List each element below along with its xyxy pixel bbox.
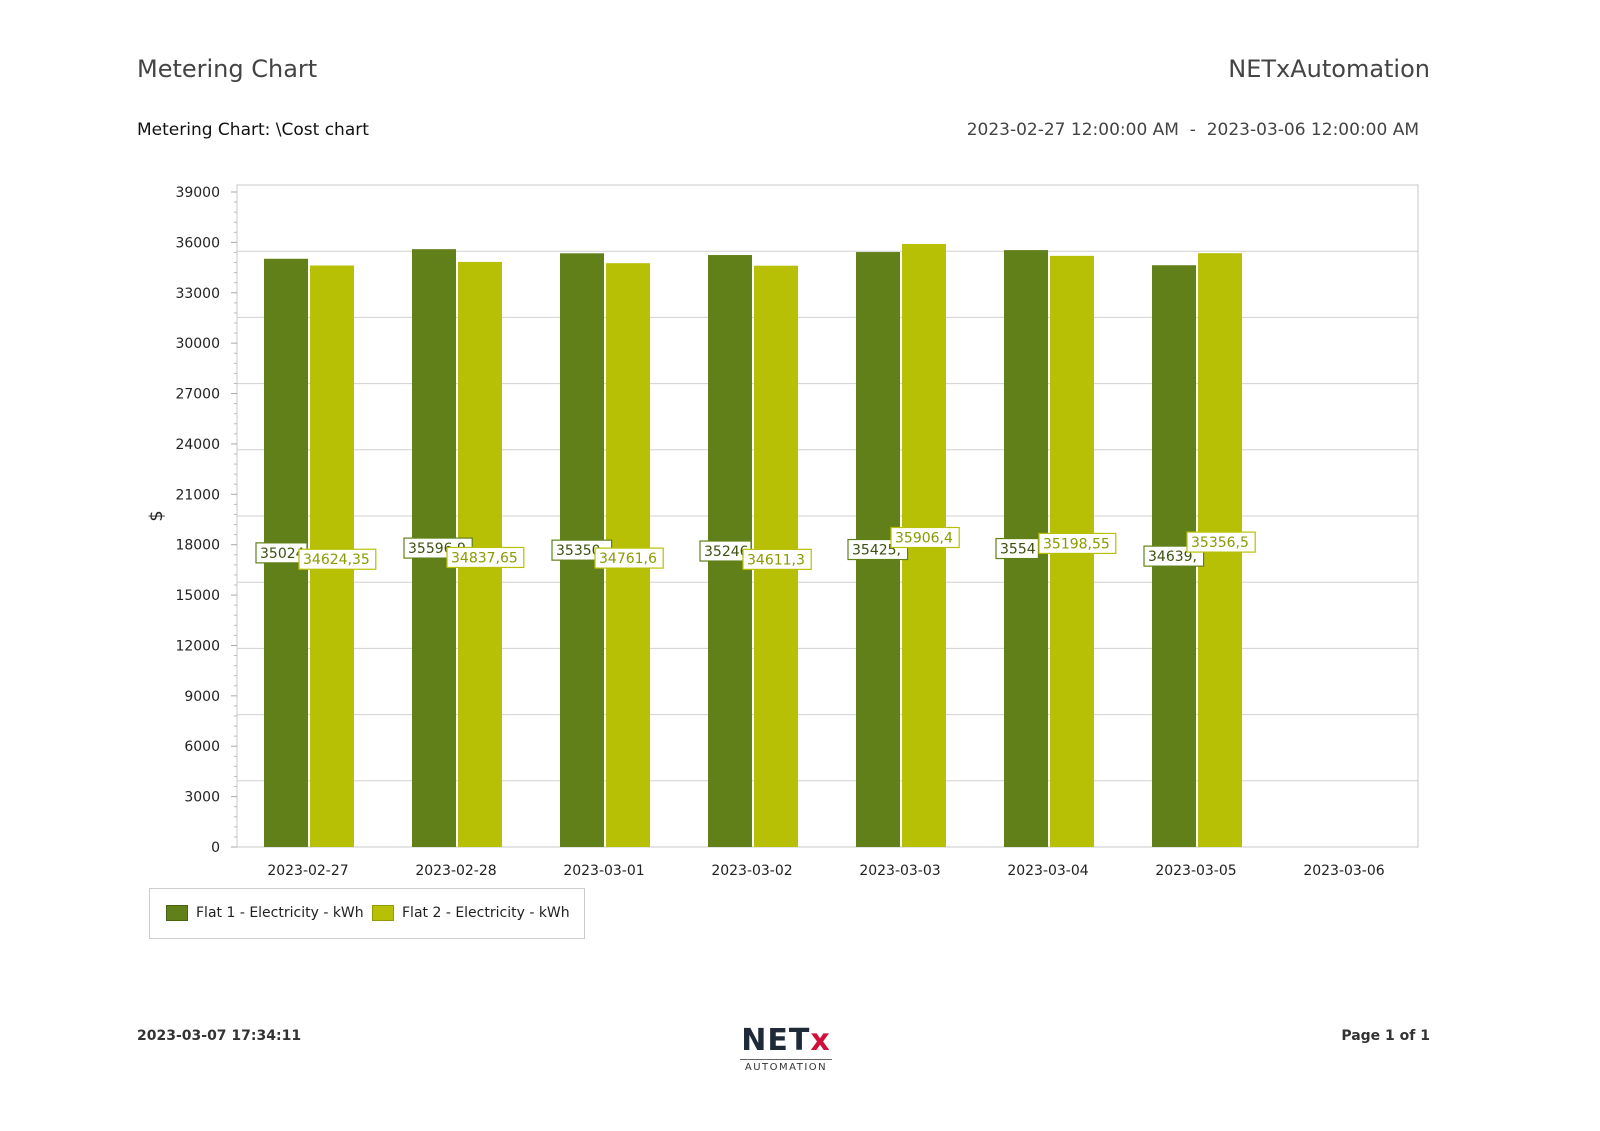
data-label: 35425, <box>852 543 901 559</box>
date-range: 2023-02-27 12:00:00 AM - 2023-03-06 12:0… <box>967 120 1419 140</box>
data-label-box <box>446 546 525 569</box>
y-tick-label: 3000 <box>184 790 220 806</box>
data-label-box <box>1038 532 1117 555</box>
data-label-box <box>890 526 960 549</box>
y-tick-label: 30000 <box>175 336 220 352</box>
y-axis-label: $ <box>146 510 167 521</box>
data-label: 3554 <box>1000 542 1036 558</box>
y-tick-label: 6000 <box>184 739 220 755</box>
range-end: 2023-03-06 12:00:00 AM <box>1206 120 1419 140</box>
y-tick-label: 9000 <box>184 689 220 705</box>
range-start: 2023-02-27 12:00:00 AM <box>966 120 1179 140</box>
data-label: 35024 <box>260 546 305 562</box>
y-tick-label: 0 <box>211 840 220 856</box>
y-tick-label: 27000 <box>175 387 220 403</box>
y-tick-label: 18000 <box>175 538 220 554</box>
range-separator: - <box>1189 120 1196 140</box>
data-label-box <box>1186 531 1256 553</box>
x-tick-label: 2023-02-28 <box>415 863 496 879</box>
data-label: 34611,3 <box>747 552 805 568</box>
data-label-box <box>298 548 377 570</box>
legend-label: Flat 1 - Electricity - kWh <box>196 905 364 921</box>
chart-legend: Flat 1 - Electricity - kWh Flat 2 - Elec… <box>149 888 585 939</box>
y-tick-label: 12000 <box>175 638 220 654</box>
y-tick-label: 39000 <box>175 185 220 201</box>
y-tick-label: 33000 <box>175 286 220 302</box>
x-tick-label: 2023-02-27 <box>267 863 348 879</box>
data-label: 35906,4 <box>895 530 953 546</box>
netx-logo: NETx AUTOMATION <box>740 1023 832 1073</box>
report-title: Metering Chart <box>137 55 318 83</box>
brand-name: NETxAutomation <box>1228 55 1430 83</box>
y-tick-label: 15000 <box>175 588 220 604</box>
x-tick-label: 2023-03-03 <box>859 863 940 879</box>
x-tick-label: 2023-03-04 <box>1007 863 1088 879</box>
page-number: Page 1 of 1 <box>1341 1028 1430 1044</box>
y-tick-label: 21000 <box>175 487 220 503</box>
x-tick-label: 2023-03-01 <box>563 863 644 879</box>
data-label: 35350, <box>556 543 605 559</box>
print-timestamp: 2023-03-07 17:34:11 <box>137 1028 302 1044</box>
data-label: 34837,65 <box>451 550 518 566</box>
legend-item-flat1: Flat 1 - Electricity - kWh <box>166 905 364 921</box>
x-tick-label: 2023-03-02 <box>711 863 792 879</box>
x-tick-label: 2023-03-06 <box>1303 863 1384 879</box>
legend-swatch <box>166 905 188 921</box>
legend-item-flat2: Flat 2 - Electricity - kWh <box>372 905 570 921</box>
data-label: 35356,5 <box>1191 535 1249 551</box>
y-tick-label: 24000 <box>175 437 220 453</box>
chart-subtitle: Metering Chart: \Cost chart <box>137 120 369 140</box>
y-tick-label: 36000 <box>175 235 220 251</box>
legend-label: Flat 2 - Electricity - kWh <box>402 905 570 921</box>
data-label: 34761,6 <box>599 551 657 567</box>
data-label: 34624,35 <box>303 552 370 568</box>
plot-area <box>236 184 1419 848</box>
data-label: 35246 <box>704 544 749 560</box>
legend-swatch <box>372 905 394 921</box>
data-label: 34639, <box>1148 549 1197 565</box>
data-label-box <box>742 548 812 570</box>
data-label: 35198,55 <box>1043 536 1110 552</box>
data-label-box <box>594 547 664 569</box>
x-tick-label: 2023-03-05 <box>1155 863 1236 879</box>
